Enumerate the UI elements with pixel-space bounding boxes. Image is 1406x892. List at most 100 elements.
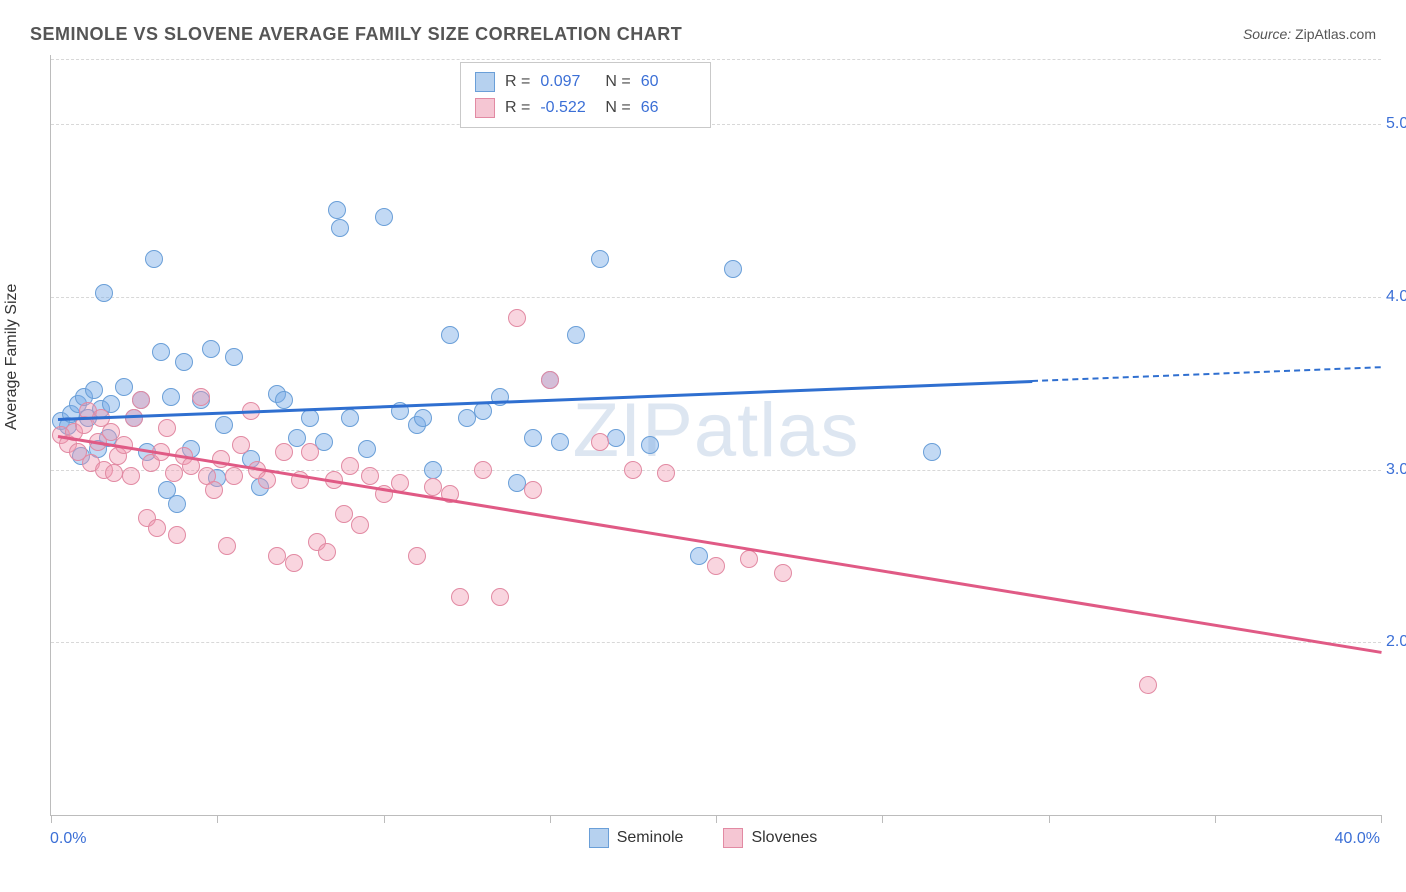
data-point — [301, 409, 319, 427]
data-point — [275, 443, 293, 461]
data-point — [524, 481, 542, 499]
gridline — [51, 59, 1381, 60]
data-point — [232, 436, 250, 454]
trend-line — [1032, 366, 1381, 382]
data-point — [724, 260, 742, 278]
data-point — [524, 429, 542, 447]
x-tick — [550, 815, 551, 823]
n-value: 60 — [641, 73, 696, 91]
x-tick — [51, 815, 52, 823]
data-point — [424, 478, 442, 496]
data-point — [258, 471, 276, 489]
data-point — [567, 326, 585, 344]
n-label: N = — [605, 73, 630, 91]
data-point — [95, 284, 113, 302]
plot-container: ZIPatlas 2.003.004.005.00 — [50, 55, 1380, 815]
data-point — [152, 343, 170, 361]
data-point — [85, 381, 103, 399]
data-point — [591, 433, 609, 451]
y-tick-label: 3.00 — [1386, 461, 1406, 479]
data-point — [1139, 676, 1157, 694]
data-point — [225, 467, 243, 485]
data-point — [424, 461, 442, 479]
data-point — [205, 481, 223, 499]
data-point — [351, 516, 369, 534]
n-label: N = — [605, 99, 630, 117]
data-point — [641, 436, 659, 454]
data-point — [508, 309, 526, 327]
y-tick-label: 4.00 — [1386, 288, 1406, 306]
data-point — [132, 391, 150, 409]
data-point — [408, 547, 426, 565]
data-point — [285, 554, 303, 572]
data-point — [158, 419, 176, 437]
data-point — [458, 409, 476, 427]
data-point — [122, 467, 140, 485]
data-point — [168, 495, 186, 513]
data-point — [341, 409, 359, 427]
data-point — [361, 467, 379, 485]
data-point — [165, 464, 183, 482]
data-point — [441, 326, 459, 344]
data-point — [162, 388, 180, 406]
data-point — [607, 429, 625, 447]
data-point — [335, 505, 353, 523]
legend-swatch — [723, 828, 743, 848]
r-label: R = — [505, 73, 530, 91]
data-point — [591, 250, 609, 268]
data-point — [331, 219, 349, 237]
data-point — [218, 537, 236, 555]
data-point — [225, 348, 243, 366]
gridline — [51, 124, 1381, 125]
source-value: ZipAtlas.com — [1295, 26, 1376, 42]
r-value: -0.522 — [540, 99, 595, 117]
data-point — [451, 588, 469, 606]
data-point — [145, 250, 163, 268]
data-point — [740, 550, 758, 568]
trend-line — [57, 435, 1381, 654]
x-tick — [1049, 815, 1050, 823]
data-point — [375, 208, 393, 226]
legend-item: Slovenes — [723, 828, 817, 848]
legend-label: Seminole — [617, 829, 684, 847]
legend-item: Seminole — [589, 828, 684, 848]
x-tick — [882, 815, 883, 823]
data-point — [301, 443, 319, 461]
data-point — [474, 461, 492, 479]
legend-swatch — [589, 828, 609, 848]
data-point — [105, 464, 123, 482]
y-axis-title: Average Family Size — [3, 284, 21, 430]
data-point — [707, 557, 725, 575]
watermark-thin: atlas — [694, 388, 860, 473]
data-point — [115, 378, 133, 396]
r-value: 0.097 — [540, 73, 595, 91]
x-tick — [217, 815, 218, 823]
legend-swatch — [475, 72, 495, 92]
data-point — [491, 588, 509, 606]
data-point — [414, 409, 432, 427]
data-point — [192, 388, 210, 406]
data-point — [268, 547, 286, 565]
x-tick — [1215, 815, 1216, 823]
data-point — [774, 564, 792, 582]
data-point — [690, 547, 708, 565]
data-point — [508, 474, 526, 492]
data-point — [923, 443, 941, 461]
y-tick-label: 5.00 — [1386, 115, 1406, 133]
x-tick — [716, 815, 717, 823]
n-value: 66 — [641, 99, 696, 117]
x-tick — [384, 815, 385, 823]
data-point — [318, 543, 336, 561]
data-point — [202, 340, 220, 358]
legend-swatch — [475, 98, 495, 118]
data-point — [148, 519, 166, 537]
data-point — [541, 371, 559, 389]
data-point — [175, 353, 193, 371]
data-point — [168, 526, 186, 544]
legend-label: Slovenes — [751, 829, 817, 847]
data-point — [341, 457, 359, 475]
data-point — [358, 440, 376, 458]
data-point — [657, 464, 675, 482]
data-point — [551, 433, 569, 451]
chart-title: SEMINOLE VS SLOVENE AVERAGE FAMILY SIZE … — [30, 24, 682, 45]
